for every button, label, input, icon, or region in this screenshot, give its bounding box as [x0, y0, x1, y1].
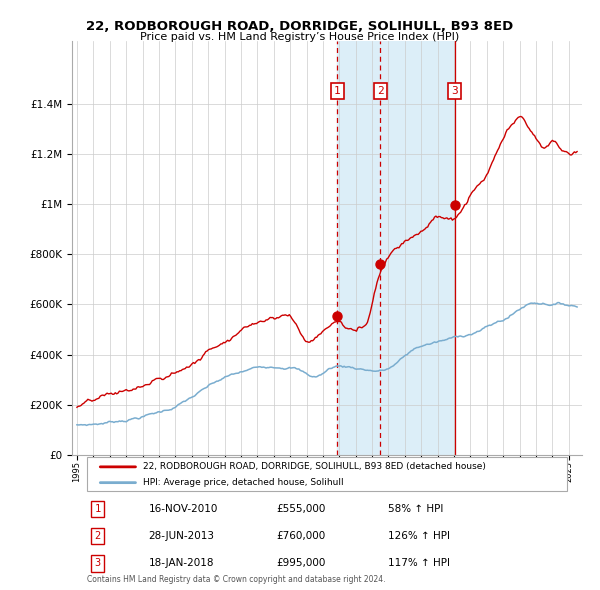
Text: 126% ↑ HPI: 126% ↑ HPI	[388, 531, 450, 541]
Text: £760,000: £760,000	[276, 531, 325, 541]
Text: 22, RODBOROUGH ROAD, DORRIDGE, SOLIHULL, B93 8ED (detached house): 22, RODBOROUGH ROAD, DORRIDGE, SOLIHULL,…	[143, 463, 486, 471]
Text: 1: 1	[94, 504, 101, 514]
Text: 3: 3	[451, 86, 458, 96]
Text: 18-JAN-2018: 18-JAN-2018	[149, 558, 214, 568]
Text: Contains HM Land Registry data © Crown copyright and database right 2024.: Contains HM Land Registry data © Crown c…	[88, 575, 386, 584]
Text: 2: 2	[94, 531, 101, 541]
Text: 1: 1	[334, 86, 341, 96]
Bar	[337, 41, 455, 455]
Text: 2: 2	[377, 86, 383, 96]
FancyBboxPatch shape	[88, 457, 567, 491]
Text: 22, RODBOROUGH ROAD, DORRIDGE, SOLIHULL, B93 8ED: 22, RODBOROUGH ROAD, DORRIDGE, SOLIHULL,…	[86, 20, 514, 33]
Text: 16-NOV-2010: 16-NOV-2010	[149, 504, 218, 514]
Text: £995,000: £995,000	[276, 558, 325, 568]
Text: HPI: Average price, detached house, Solihull: HPI: Average price, detached house, Soli…	[143, 478, 344, 487]
Text: 117% ↑ HPI: 117% ↑ HPI	[388, 558, 450, 568]
Text: 28-JUN-2013: 28-JUN-2013	[149, 531, 215, 541]
Text: £555,000: £555,000	[276, 504, 325, 514]
Text: 3: 3	[94, 558, 101, 568]
Text: 58% ↑ HPI: 58% ↑ HPI	[388, 504, 443, 514]
Text: Price paid vs. HM Land Registry’s House Price Index (HPI): Price paid vs. HM Land Registry’s House …	[140, 32, 460, 42]
